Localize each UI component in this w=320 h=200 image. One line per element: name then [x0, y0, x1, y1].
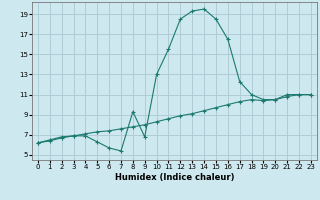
X-axis label: Humidex (Indice chaleur): Humidex (Indice chaleur)	[115, 173, 234, 182]
